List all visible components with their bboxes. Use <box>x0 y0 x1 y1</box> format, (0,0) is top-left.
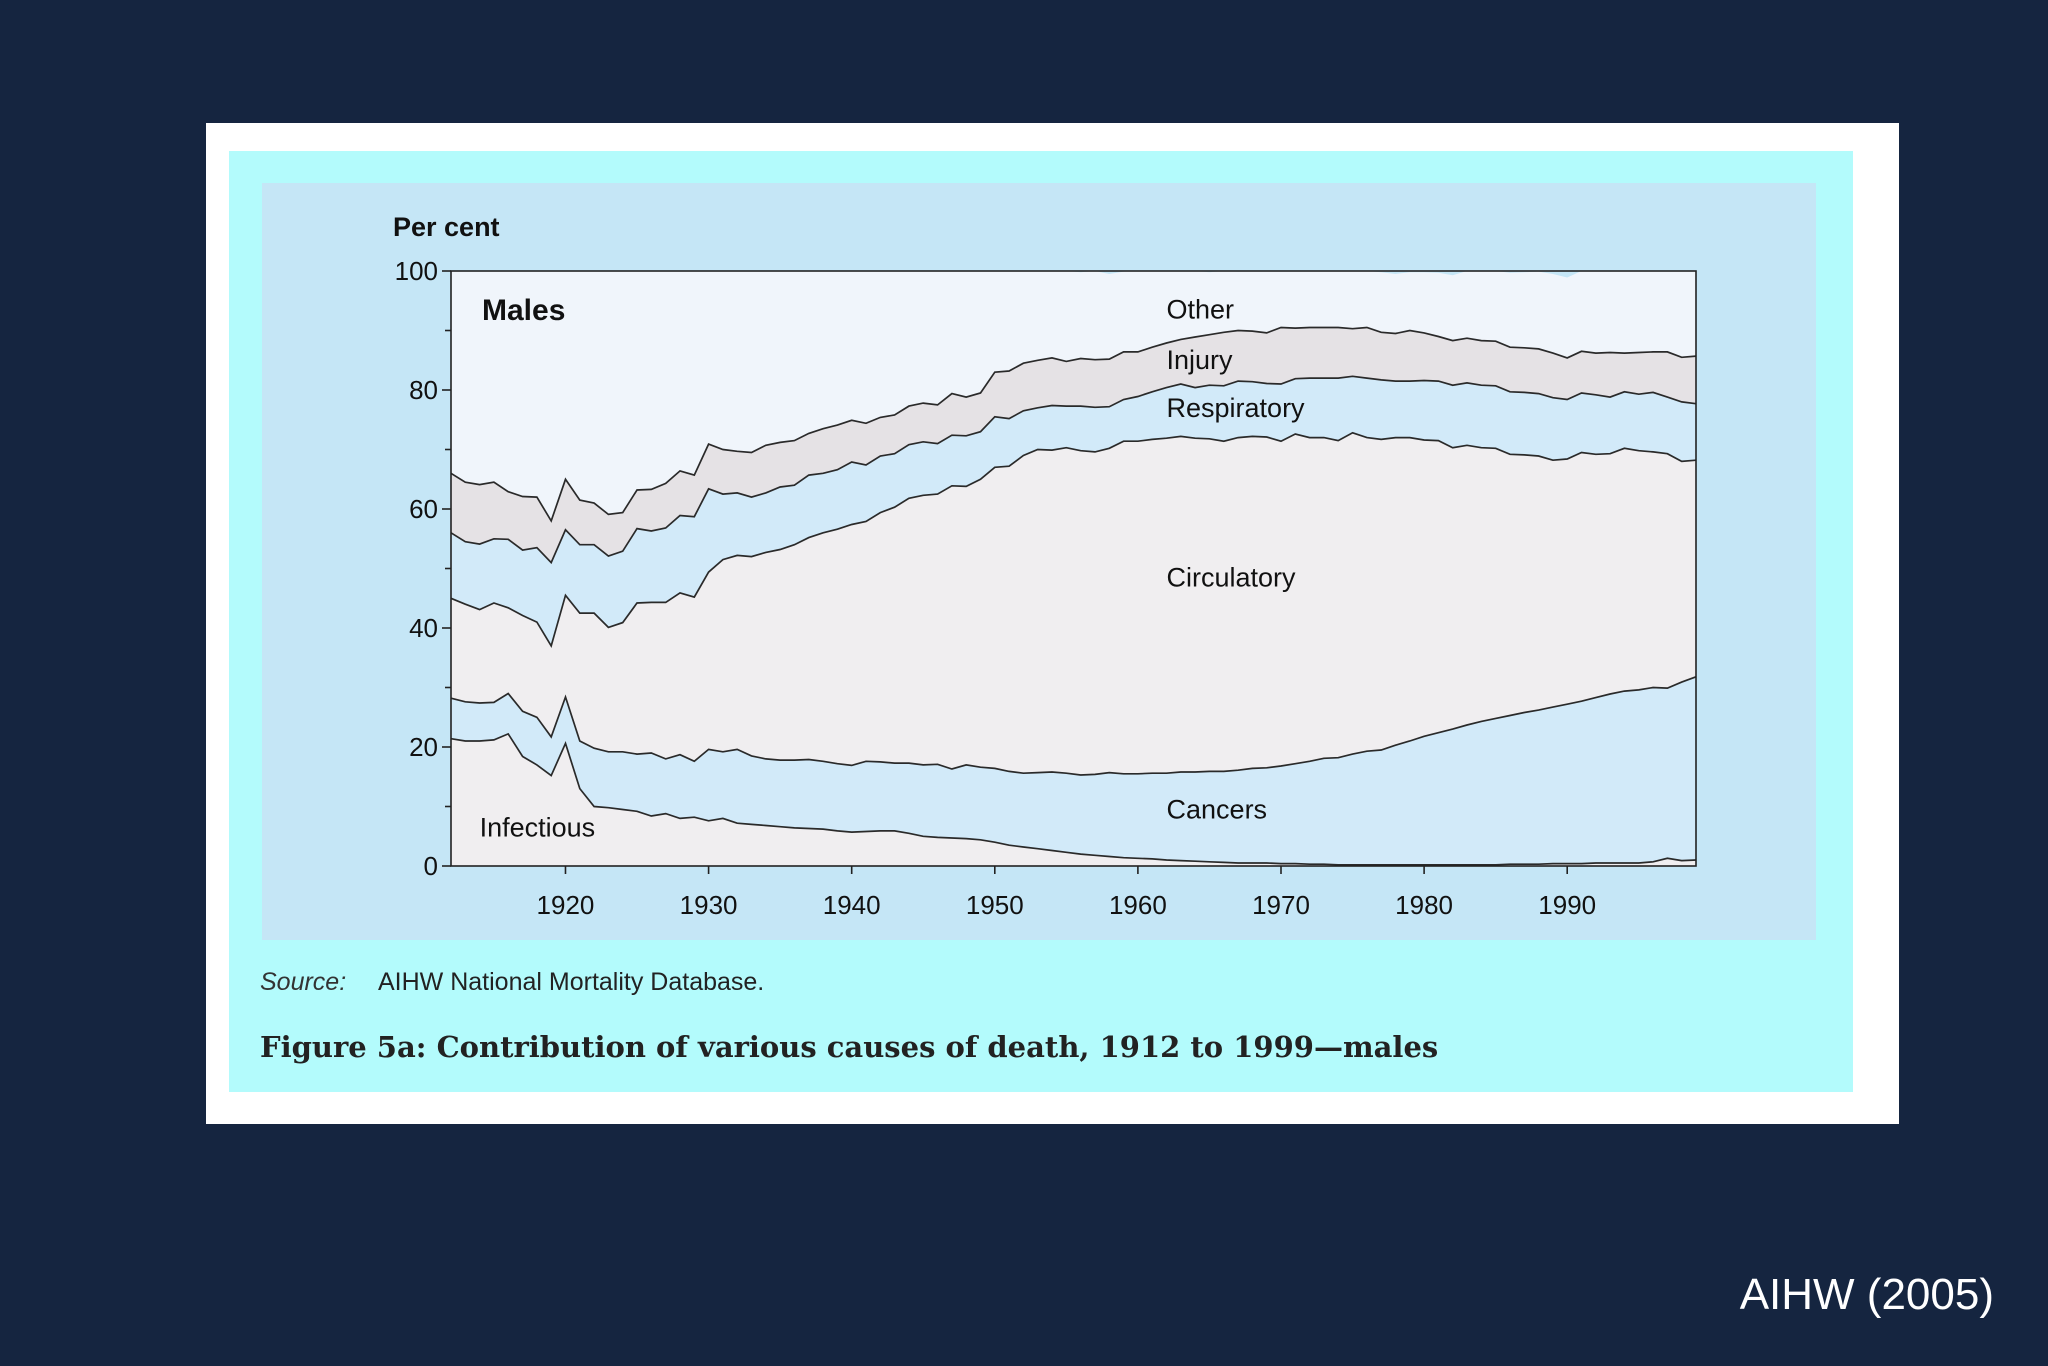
line-circulatory-top <box>450 431 1697 649</box>
x-tick-label: 1930 <box>680 890 738 920</box>
line-infectious-top <box>450 732 1697 866</box>
x-tick-label: 1950 <box>966 890 1024 920</box>
area-respiratory <box>451 376 1696 646</box>
line-cancers-top <box>450 676 1697 776</box>
area-infectious <box>451 733 1696 866</box>
stacked-area-chart: 0 20 40 60 80 100 1920 1930 1940 1950 1960 1970 198… <box>393 212 1697 920</box>
series-label-other: Other <box>1167 295 1235 325</box>
y-tick-label: 100 <box>395 256 438 286</box>
panel-label: Males <box>482 294 565 327</box>
y-tick-label: 20 <box>409 732 438 762</box>
x-axis: 1920 1930 1940 1950 1960 1970 1980 1990 <box>537 866 1596 920</box>
y-tick-label: 80 <box>409 375 438 405</box>
line-respiratory-top <box>450 375 1697 565</box>
y-axis: 0 20 40 60 80 100 <box>395 256 451 881</box>
y-tick-label: 60 <box>409 494 438 524</box>
series-label-circulatory: Circulatory <box>1167 562 1297 592</box>
y-tick-label: 0 <box>424 851 438 881</box>
x-tick-label: 1960 <box>1109 890 1167 920</box>
x-tick-label: 1940 <box>823 890 881 920</box>
series-label-respiratory: Respiratory <box>1167 393 1306 423</box>
figure-caption: Figure 5a: Contribution of various cause… <box>260 1030 1439 1064</box>
series-label-infectious: Infectious <box>480 812 596 842</box>
y-axis-label: Per cent <box>393 212 500 242</box>
area-circulatory <box>451 432 1696 775</box>
source-label: Source: <box>260 968 347 996</box>
series-label-injury: Injury <box>1167 345 1234 375</box>
x-tick-label: 1990 <box>1538 890 1596 920</box>
series-label-cancers: Cancers <box>1167 794 1268 824</box>
credit-text: AIHW (2005) <box>1739 1270 1994 1319</box>
x-tick-label: 1980 <box>1395 890 1453 920</box>
source-text: AIHW National Mortality Database. <box>378 968 765 996</box>
boundary-lines <box>450 326 1697 866</box>
series-labels: Infectious Cancers Circulatory Respiratory I… <box>480 295 1305 843</box>
area-cancers <box>451 676 1696 865</box>
line-injury-top <box>450 326 1697 523</box>
area-other <box>451 271 1696 521</box>
x-tick-label: 1920 <box>537 890 595 920</box>
y-tick-label: 40 <box>409 613 438 643</box>
x-tick-label: 1970 <box>1252 890 1310 920</box>
